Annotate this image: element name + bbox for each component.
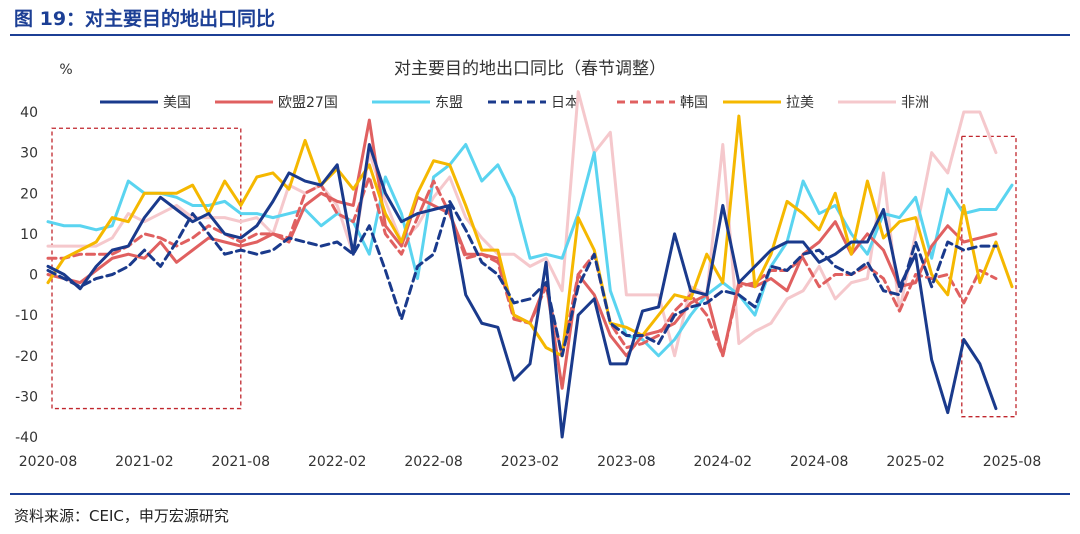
series-line-1 xyxy=(46,118,998,390)
series-line-3 xyxy=(46,199,998,358)
legend-label: 美国 xyxy=(163,95,191,111)
figure-title: 图 19：对主要目的地出口同比 xyxy=(14,8,276,30)
y-tick-label: -40 xyxy=(15,430,38,446)
series-line-4 xyxy=(46,175,998,358)
y-tick-label: 40 xyxy=(20,105,38,121)
series-line-2 xyxy=(46,143,1014,358)
y-axis: 40 30 20 10 0 -10 -20 -30 -40 xyxy=(15,105,38,446)
highlight-box xyxy=(961,135,1017,418)
x-tick-label: 2023-02 xyxy=(501,454,560,470)
x-tick-label: 2025-02 xyxy=(886,454,945,470)
x-tick-label: 2021-02 xyxy=(115,454,174,470)
x-tick-label: 2024-08 xyxy=(790,454,849,470)
series-line-0 xyxy=(46,143,998,439)
series-line-6 xyxy=(46,90,998,358)
legend-label: 韩国 xyxy=(680,95,708,111)
y-tick-label: -10 xyxy=(15,308,38,324)
legend: 美国 欧盟27国 东盟 日本 韩国 拉美 非洲 xyxy=(100,95,929,111)
legend-label: 拉美 xyxy=(786,95,814,111)
legend-label: 欧盟27国 xyxy=(278,95,338,111)
legend-item: 拉美 xyxy=(723,95,814,111)
legend-item: 日本 xyxy=(488,95,579,111)
y-tick-label: 10 xyxy=(20,227,38,243)
y-tick-label: 20 xyxy=(20,186,38,202)
legend-label: 非洲 xyxy=(901,95,929,111)
line-chart: 对主要目的地出口同比（春节调整） % 美国 欧盟27国 东盟 日本 韩国 拉美 非洲 40 3… xyxy=(15,59,1042,470)
highlight-boxes xyxy=(51,127,1017,418)
title-divider xyxy=(10,34,1070,36)
y-axis-unit: % xyxy=(59,62,72,78)
legend-item: 东盟 xyxy=(372,95,463,111)
x-tick-label: 2021-08 xyxy=(212,454,271,470)
x-tick-label: 2020-08 xyxy=(19,454,78,470)
y-tick-label: -30 xyxy=(15,389,38,405)
legend-item: 美国 xyxy=(100,95,191,111)
y-tick-label: -20 xyxy=(15,349,38,365)
x-tick-label: 2025-08 xyxy=(983,454,1042,470)
source-note: 资料来源：CEIC，申万宏源研究 xyxy=(14,507,229,525)
plot-lines xyxy=(46,90,1014,439)
legend-label: 日本 xyxy=(551,95,579,111)
legend-item: 非洲 xyxy=(838,95,929,111)
x-axis: 2020-08 2021-02 2021-08 2022-02 2022-08 2023-… xyxy=(19,454,1042,470)
legend-label: 东盟 xyxy=(435,95,463,111)
x-tick-label: 2022-08 xyxy=(404,454,463,470)
x-tick-label: 2022-02 xyxy=(308,454,367,470)
x-tick-label: 2023-08 xyxy=(597,454,656,470)
legend-item: 欧盟27国 xyxy=(215,95,338,111)
legend-item: 韩国 xyxy=(617,95,708,111)
y-tick-label: 30 xyxy=(20,146,38,162)
highlight-box xyxy=(51,127,242,410)
footer-divider xyxy=(10,493,1070,495)
x-tick-label: 2024-02 xyxy=(694,454,753,470)
chart-title: 对主要目的地出口同比（春节调整） xyxy=(394,59,666,79)
y-tick-label: 0 xyxy=(29,268,38,284)
